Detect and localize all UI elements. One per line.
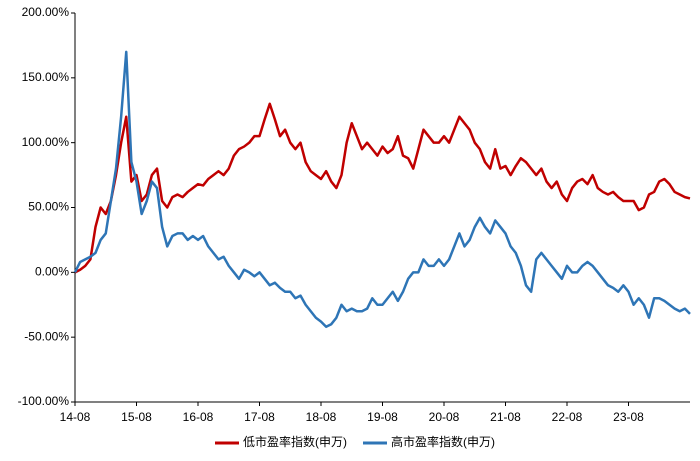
- y-tick-label: 100.00%: [22, 135, 70, 149]
- y-tick-label: 50.00%: [28, 200, 69, 214]
- y-tick-label: 200.00%: [22, 5, 70, 19]
- x-tick-label: 23-08: [613, 410, 644, 424]
- x-tick-label: 20-08: [429, 410, 460, 424]
- y-tick-label: 0.00%: [35, 265, 69, 279]
- x-tick-label: 22-08: [552, 410, 583, 424]
- x-tick-label: 18-08: [306, 410, 337, 424]
- series-line: [73, 50, 691, 329]
- series-line: [74, 102, 691, 274]
- legend-label: 高市盈率指数(申万): [391, 434, 495, 449]
- x-tick-label: 17-08: [244, 410, 275, 424]
- x-tick-label: 16-08: [183, 410, 214, 424]
- y-tick-label: 150.00%: [22, 70, 70, 84]
- legend-label: 低市盈率指数(申万): [243, 434, 347, 449]
- x-tick-label: 15-08: [121, 410, 152, 424]
- y-tick-label: -50.00%: [24, 329, 69, 343]
- x-tick-label: 14-08: [60, 410, 91, 424]
- x-tick-label: 21-08: [490, 410, 521, 424]
- x-tick-label: 19-08: [367, 410, 398, 424]
- y-tick-label: -100.00%: [18, 394, 70, 408]
